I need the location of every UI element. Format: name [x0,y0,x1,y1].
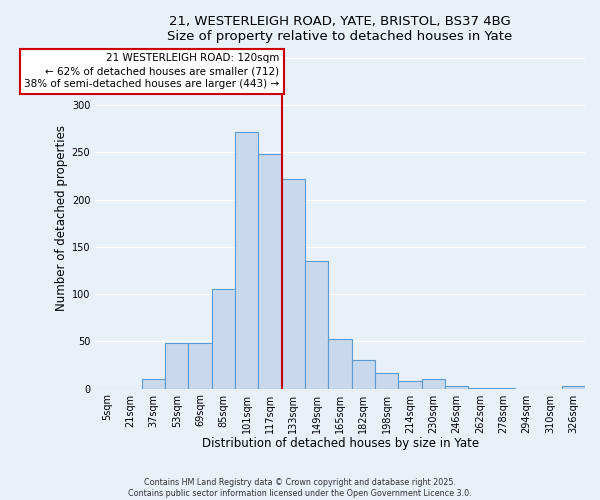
Bar [422,379,445,388]
Title: 21, WESTERLEIGH ROAD, YATE, BRISTOL, BS37 4BG
Size of property relative to detac: 21, WESTERLEIGH ROAD, YATE, BRISTOL, BS3… [167,15,513,43]
Bar [142,379,165,388]
Text: 21 WESTERLEIGH ROAD: 120sqm
← 62% of detached houses are smaller (712)
38% of se: 21 WESTERLEIGH ROAD: 120sqm ← 62% of det… [25,53,280,90]
Bar [328,338,352,388]
Text: Contains HM Land Registry data © Crown copyright and database right 2025.
Contai: Contains HM Land Registry data © Crown c… [128,478,472,498]
Bar [445,386,469,388]
Y-axis label: Number of detached properties: Number of detached properties [55,126,68,312]
Bar [398,381,422,388]
Bar [375,374,398,388]
Bar [235,132,259,388]
Bar [305,261,328,388]
Bar [259,154,282,388]
Bar [188,343,212,388]
Bar [562,386,585,388]
X-axis label: Distribution of detached houses by size in Yate: Distribution of detached houses by size … [202,437,479,450]
Bar [282,179,305,388]
Bar [352,360,375,388]
Bar [212,290,235,388]
Bar [165,343,188,388]
